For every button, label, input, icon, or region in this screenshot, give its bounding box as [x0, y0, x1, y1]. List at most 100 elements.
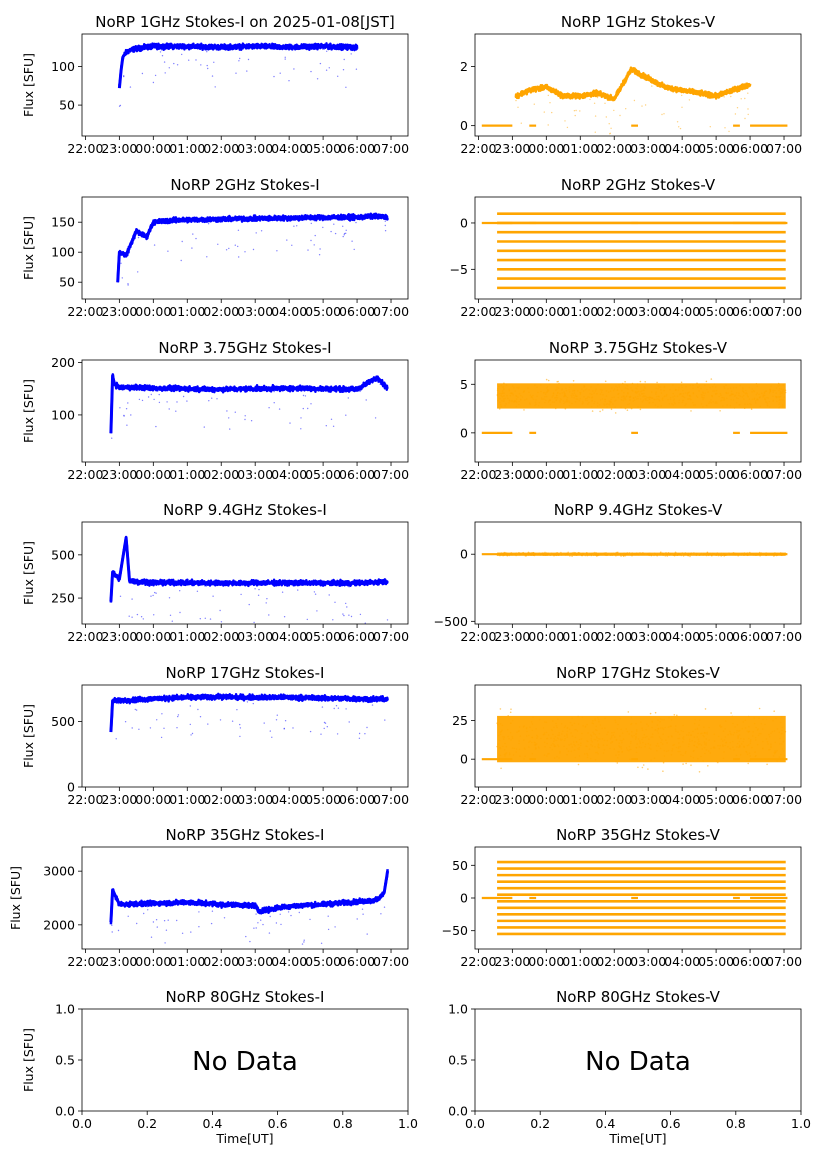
outlier-point — [345, 229, 347, 231]
outlier-point — [296, 225, 298, 227]
outlier-point — [176, 919, 178, 922]
noise-point — [678, 387, 680, 389]
noise-point — [651, 391, 653, 393]
noise-point — [515, 394, 517, 397]
noise-point — [705, 554, 708, 557]
outlier-point — [214, 86, 216, 88]
outlier-point — [158, 393, 160, 396]
noise-point — [509, 392, 512, 395]
noise-point — [624, 554, 627, 557]
noise-point — [678, 746, 680, 748]
noise-point — [557, 738, 560, 740]
outlier-point — [333, 707, 335, 710]
noise-point — [504, 397, 506, 400]
noise-point — [768, 735, 771, 738]
chart-title: NoRP 9.4GHz Stokes-I — [163, 501, 327, 519]
noise-point — [618, 742, 620, 744]
outlier-point — [211, 397, 213, 399]
noise-point — [571, 392, 574, 395]
noise-point — [518, 740, 520, 742]
noise-point — [509, 731, 512, 734]
outlier-point — [195, 237, 197, 240]
x-axis-label: Time[UT] — [608, 1131, 666, 1146]
noise-point — [648, 747, 651, 749]
noise-point — [665, 552, 667, 554]
noise-point — [755, 726, 757, 729]
noise-point — [738, 404, 741, 406]
noise-point — [515, 751, 518, 753]
x-tick-label: 0.2 — [530, 1116, 550, 1131]
noise-point — [768, 392, 771, 394]
noise-point — [647, 768, 649, 770]
outlier-point — [164, 72, 166, 74]
outlier-point — [119, 407, 121, 409]
noise-point — [708, 726, 710, 729]
outlier-point — [744, 117, 746, 120]
x-tick-label: 05:00 — [305, 792, 341, 807]
noise-point — [580, 738, 583, 740]
noise-point — [543, 741, 546, 744]
x-tick-label: 00:00 — [528, 467, 564, 482]
outlier-point — [238, 256, 240, 258]
outlier-point — [316, 78, 319, 80]
outlier-point — [191, 732, 194, 735]
noise-point — [717, 735, 720, 738]
noise-point — [755, 554, 758, 556]
outlier-point — [237, 229, 240, 231]
noise-point — [497, 723, 499, 726]
noise-point — [751, 746, 753, 749]
outlier-point — [278, 408, 281, 410]
noise-point — [711, 395, 714, 398]
noise-point — [672, 396, 674, 398]
noise-point — [756, 392, 758, 394]
outlier-point — [169, 614, 172, 616]
noise-point — [661, 743, 664, 745]
noise-point — [732, 746, 734, 748]
y-tick-label: 0.5 — [448, 1053, 468, 1068]
outlier-point — [155, 425, 157, 428]
noise-point — [526, 553, 528, 555]
noise-point — [669, 388, 671, 391]
outlier-point — [310, 403, 312, 405]
outlier-point — [160, 736, 163, 739]
outlier-point — [339, 388, 342, 391]
noise-point — [679, 745, 682, 748]
noise-point — [629, 758, 631, 761]
noise-point — [616, 762, 619, 764]
noise-point — [713, 733, 716, 736]
noise-point — [513, 747, 516, 750]
noise-point — [689, 553, 692, 556]
outlier-point — [625, 108, 627, 110]
outlier-point — [723, 96, 725, 98]
noise-point — [614, 760, 617, 763]
noise-point — [726, 554, 728, 556]
noise-point — [745, 552, 748, 555]
outlier-point — [302, 394, 305, 397]
noise-point — [744, 403, 746, 406]
outlier-point — [620, 87, 623, 89]
noise-point — [778, 384, 781, 387]
chart-title: NoRP 17GHz Stokes-I — [166, 664, 325, 682]
outlier-point — [147, 396, 150, 398]
noise-point — [730, 733, 732, 736]
outlier-point — [332, 425, 335, 427]
noise-point — [620, 396, 623, 399]
noise-point — [772, 400, 774, 403]
outlier-point — [747, 92, 749, 94]
outlier-point — [127, 283, 129, 285]
noise-point — [628, 396, 631, 398]
noise-point — [770, 732, 772, 735]
outlier-point — [322, 48, 324, 51]
noise-point — [706, 731, 708, 734]
noise-point — [658, 400, 661, 402]
noise-point — [523, 758, 525, 760]
noise-point — [605, 403, 608, 406]
noise-point — [578, 552, 580, 555]
noise-point — [556, 397, 559, 399]
noise-point — [706, 551, 709, 554]
outlier-point — [206, 51, 208, 53]
noise-point — [673, 398, 675, 400]
noise-point — [770, 745, 772, 747]
outlier-point — [303, 941, 305, 943]
series-line — [116, 212, 389, 283]
